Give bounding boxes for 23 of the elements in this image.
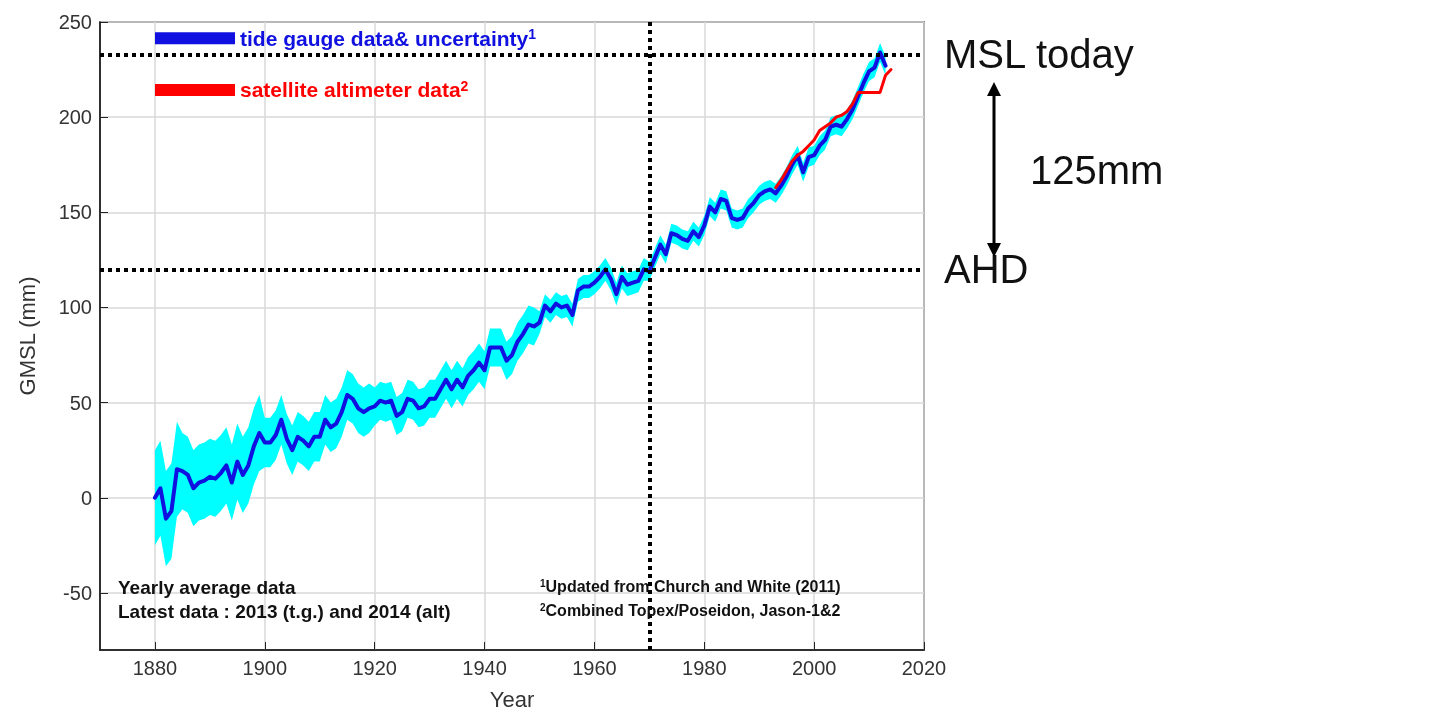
- x-tick-label: 1920: [352, 657, 397, 679]
- y-tick-label: 200: [58, 106, 92, 129]
- x-tick-label: 1960: [572, 657, 617, 679]
- y-tick-label: 50: [69, 391, 92, 414]
- annotation: Latest data : 2013 (t.g.) and 2014 (alt): [118, 601, 451, 622]
- line-series: [774, 68, 893, 190]
- y-tick-label: -50: [63, 581, 92, 604]
- ref-line-label: MSL today: [944, 32, 1134, 77]
- y-tick-label: 150: [58, 201, 92, 224]
- y-tick-label: 0: [80, 486, 92, 509]
- annotation: Yearly average data: [118, 577, 296, 598]
- x-tick-label: 1980: [682, 657, 727, 679]
- x-tick-label: 1880: [132, 657, 178, 679]
- ref-line-label: AHD: [944, 247, 1029, 292]
- text: 125mm: [1030, 148, 1164, 192]
- y-tick-label: 100: [58, 296, 92, 319]
- x-axis-title: Year: [489, 686, 535, 712]
- y-axis-title: GMSL (mm): [14, 276, 40, 396]
- x-tick-label: 1900: [242, 657, 288, 679]
- x-tick-label: 2020: [901, 657, 947, 679]
- x-tick-label: 1940: [462, 657, 507, 679]
- y-tick-label: 250: [58, 11, 92, 33]
- x-tick-label: 2000: [791, 657, 837, 679]
